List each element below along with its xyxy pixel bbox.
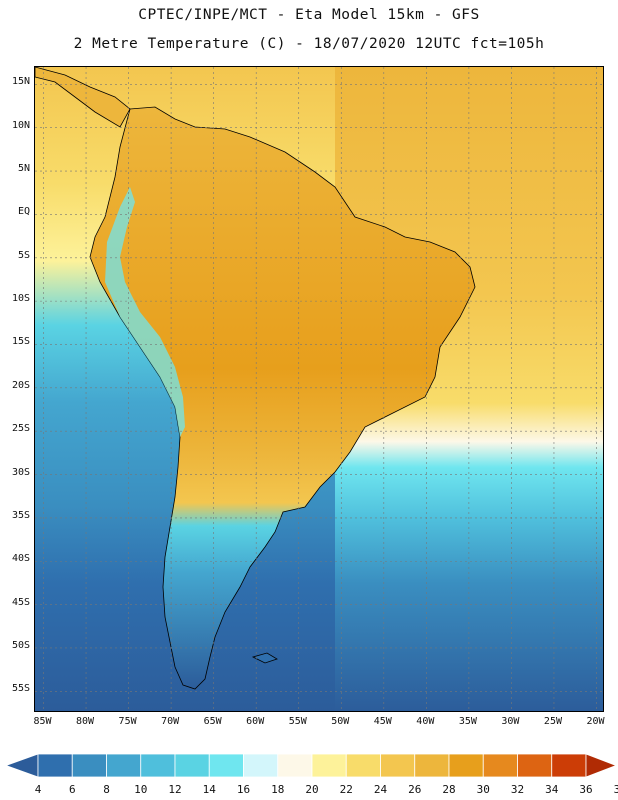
colorbar-tick-label: 28 [442, 783, 456, 796]
latitude-label: 5N [17, 163, 30, 175]
latitude-label: 25S [11, 423, 30, 435]
longitude-label: 35W [458, 716, 477, 727]
longitude-label: 40W [416, 716, 435, 727]
colorbar-cell [37, 753, 73, 778]
colorbar-tick-label: 6 [68, 783, 76, 796]
latitude-label: 55S [11, 683, 30, 695]
latitude-label: 10N [11, 119, 30, 131]
colorbar-tick-label: 24 [373, 783, 388, 796]
colorbar-cell [414, 753, 450, 778]
colorbar-cell [380, 753, 416, 778]
colorbar-tick-label: 26 [408, 783, 422, 796]
colorbar-tick-label: 20 [305, 783, 319, 796]
colorbar-tick-label: 38 [613, 783, 618, 796]
longitude-label: 20W [586, 716, 605, 727]
colorbar-low-arrow [4, 753, 39, 778]
colorbar-tick-label: 30 [476, 783, 490, 796]
map-title-line1: CPTEC/INPE/MCT - Eta Model 15km - GFS [138, 7, 480, 23]
central-america-landmass [35, 67, 131, 128]
temperature-colorbar [4, 753, 618, 778]
longitude-label: 70W [161, 716, 180, 727]
colorbar-tick-label: 8 [103, 783, 110, 796]
longitude-label: 30W [501, 716, 520, 727]
colorbar-cell [71, 753, 107, 778]
latitude-label: 30S [11, 466, 30, 478]
colorbar-cell [551, 753, 587, 778]
colorbar-tick-label: 12 [168, 783, 182, 796]
latitude-label: 45S [11, 596, 30, 608]
longitude-label: 45W [373, 716, 392, 727]
longitude-label: 50W [331, 716, 350, 727]
longitude-label: 75W [118, 716, 137, 727]
latitude-label: 40S [11, 553, 30, 565]
longitude-label: 65W [203, 716, 222, 727]
longitude-label: 55W [288, 716, 307, 727]
latitude-label: 5S [17, 249, 30, 261]
latitude-label: 10S [11, 293, 30, 305]
colorbar-tick-label: 34 [545, 783, 559, 796]
colorbar-cell [243, 753, 279, 778]
colorbar-tick-label: 16 [236, 783, 251, 796]
colorbar-cell [345, 753, 381, 778]
colorbar-high-arrow [585, 753, 618, 778]
map-canvas [35, 67, 603, 711]
latitude-label: EQ [17, 206, 30, 218]
longitude-label: 85W [33, 716, 52, 727]
colorbar-cell [174, 753, 210, 778]
falkland-islands [251, 652, 278, 664]
longitude-label: 60W [246, 716, 265, 727]
colorbar-tick-label: 4 [34, 783, 42, 796]
latitude-label: 20S [11, 379, 30, 391]
colorbar-tick-label: 14 [202, 783, 216, 796]
latitude-label: 15S [11, 336, 30, 348]
colorbar-cell [208, 753, 244, 778]
colorbar-cell [311, 753, 347, 778]
map-title-line2: 2 Metre Temperature (C) - 18/07/2020 12U… [73, 36, 545, 52]
colorbar-cell [448, 753, 484, 778]
colorbar-cell [277, 753, 313, 778]
latitude-label: 50S [11, 639, 30, 651]
latitude-label: 35S [11, 509, 30, 521]
longitude-label: 80W [76, 716, 95, 727]
colorbar-tick-label: 36 [579, 783, 593, 796]
longitude-label: 25W [543, 716, 562, 727]
colorbar-cell [140, 753, 176, 778]
colorbar-tick-label: 32 [510, 783, 525, 796]
latitude-label: 15N [11, 76, 30, 88]
map-graticule [35, 67, 603, 711]
colorbar-tick-label: 18 [271, 783, 285, 796]
colorbar-cell [482, 753, 518, 778]
temperature-map [34, 66, 604, 712]
andes-cool-band [105, 187, 185, 437]
colorbar-cell [517, 753, 553, 778]
colorbar-tick-label: 10 [134, 783, 148, 796]
colorbar-cell [106, 753, 142, 778]
colorbar-tick-label: 22 [339, 783, 353, 796]
